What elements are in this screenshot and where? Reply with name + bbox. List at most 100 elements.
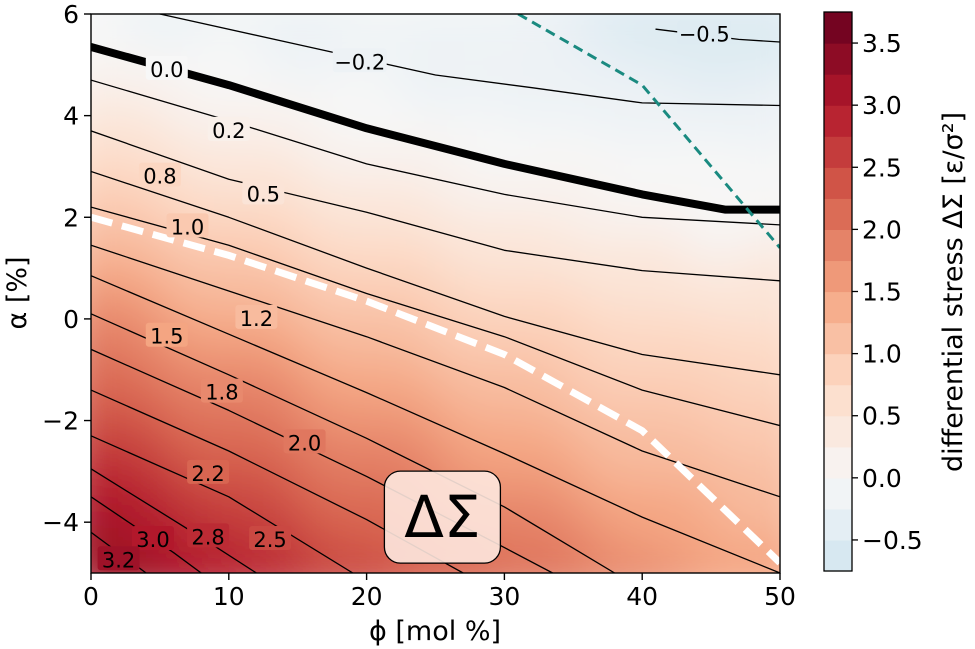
contour-fill-cell	[463, 64, 478, 79]
contour-fill-cell	[366, 382, 382, 397]
contour-fill-cell	[201, 153, 216, 168]
contour-fill-cell	[435, 26, 451, 41]
contour-fill-cell	[545, 534, 561, 549]
contour-fill-cell	[297, 369, 313, 384]
contour-fill-cell	[600, 484, 616, 498]
contour-fill-cell	[587, 357, 602, 371]
contour-fill-cell	[504, 255, 520, 270]
contour-fill-cell	[173, 420, 189, 435]
contour-fill-cell	[173, 141, 189, 155]
contour-fill-cell	[573, 331, 589, 346]
contour-fill-cell	[518, 255, 533, 270]
dashed-line	[91, 213, 780, 566]
contour-fill-cell	[545, 306, 561, 320]
contour-fill-cell	[228, 102, 244, 117]
contour-fill-cell	[449, 39, 465, 54]
colorbar-segment	[824, 105, 852, 137]
contour-fill-cell	[118, 268, 134, 282]
contour-fill-cell	[766, 344, 780, 358]
contour-fill-cell	[766, 102, 780, 117]
contour-fill-cell	[311, 344, 327, 358]
contour-fill-cell	[421, 102, 437, 117]
contour-fill-cell	[118, 153, 134, 168]
contour-fill-cell	[794, 306, 809, 320]
contour-fill-cell	[463, 26, 478, 41]
contour-fill-cell	[711, 382, 726, 397]
contour-fill-cell	[794, 459, 809, 473]
contour-fill-cell	[614, 166, 630, 181]
contour-fill-cell	[600, 293, 616, 308]
contour-fill-cell	[352, 357, 368, 371]
contour-fill-cell	[614, 280, 630, 295]
contour-fill-cell	[724, 395, 740, 409]
contour-fill-cell	[394, 204, 409, 219]
contour-fill-cell	[711, 484, 726, 498]
contour-fill-cell	[656, 344, 671, 358]
contour-fill-cell	[421, 128, 437, 142]
colorbar-segment	[824, 260, 852, 293]
contour-fill-cell	[325, 433, 341, 447]
contour-fill-cell	[780, 535, 795, 549]
contour-fill-cell	[587, 204, 602, 219]
contour-fill-cell	[780, 459, 795, 473]
contour-fill-cell	[476, 458, 492, 473]
contour-fill-cell	[63, 65, 78, 79]
contour-fill-cell	[283, 52, 299, 66]
contour-fill-cell	[766, 496, 780, 511]
contour-fill-cell	[518, 573, 533, 587]
contour-fill-cell	[656, 153, 671, 168]
contour-fill-cell	[476, 255, 492, 270]
contour-fill-cell	[366, 280, 382, 295]
contour-fill-cell	[614, 446, 630, 460]
contour-fill-cell	[228, 153, 244, 168]
contour-fill-cell	[669, 255, 685, 270]
contour-fill-cell	[228, 344, 244, 358]
contour-fill-cell	[118, 128, 134, 142]
contour-fill-cell	[256, 77, 272, 92]
contour-fill-cell	[104, 496, 120, 511]
contour-fill-cell	[780, 433, 795, 447]
contour-fill-cell	[270, 471, 285, 486]
contour-fill-cell	[394, 26, 409, 41]
contour-fill-cell	[752, 547, 768, 562]
contour-fill-cell	[573, 369, 589, 384]
contour-fill-cell	[490, 280, 506, 295]
contour-line	[91, 313, 616, 573]
contour-fill-cell	[669, 547, 685, 562]
contour-fill-cell	[394, 395, 409, 409]
contour-fill-cell	[256, 407, 272, 422]
contour-fill-cell	[201, 509, 216, 524]
contour-fill-cell	[297, 357, 313, 371]
contour-fill-cell	[724, 280, 740, 295]
contour-line	[91, 348, 554, 573]
contour-fill-cell	[366, 14, 382, 15]
contour-fill-cell	[449, 128, 465, 142]
contour-fill-cell	[228, 268, 244, 282]
contour-fill-cell	[711, 369, 726, 384]
contour-fill-cell	[794, 370, 809, 384]
contour-fill-cell	[91, 268, 106, 282]
contour-fill-cell	[118, 90, 134, 104]
contour-fill-cell	[270, 14, 285, 28]
contour-fill-cell	[628, 395, 644, 409]
contour-fill-cell	[380, 26, 396, 41]
contour-fill-cell	[463, 0, 478, 2]
contour-fill-cell	[670, 0, 685, 2]
contour-fill-cell	[738, 357, 754, 371]
contour-fill-cell	[325, 446, 341, 460]
contour-fill-cell	[752, 52, 768, 66]
contour-fill-cell	[201, 52, 216, 66]
contour-fill-cell	[146, 0, 161, 2]
contour-fill-cell	[656, 77, 671, 92]
x-tick-label: 30	[488, 582, 520, 611]
contour-fill-cell	[711, 0, 726, 2]
contour-fill-cell	[669, 52, 685, 66]
contour-fill-cell	[311, 395, 327, 409]
contour-fill-cell	[325, 573, 340, 587]
contour-fill-cell	[504, 14, 520, 15]
contour-fill-cell	[683, 420, 699, 435]
contour-fill-cell	[794, 167, 809, 181]
contour-fill-cell	[366, 420, 382, 435]
contour-fill-cell	[504, 90, 520, 104]
contour-fill-cell	[559, 446, 575, 460]
